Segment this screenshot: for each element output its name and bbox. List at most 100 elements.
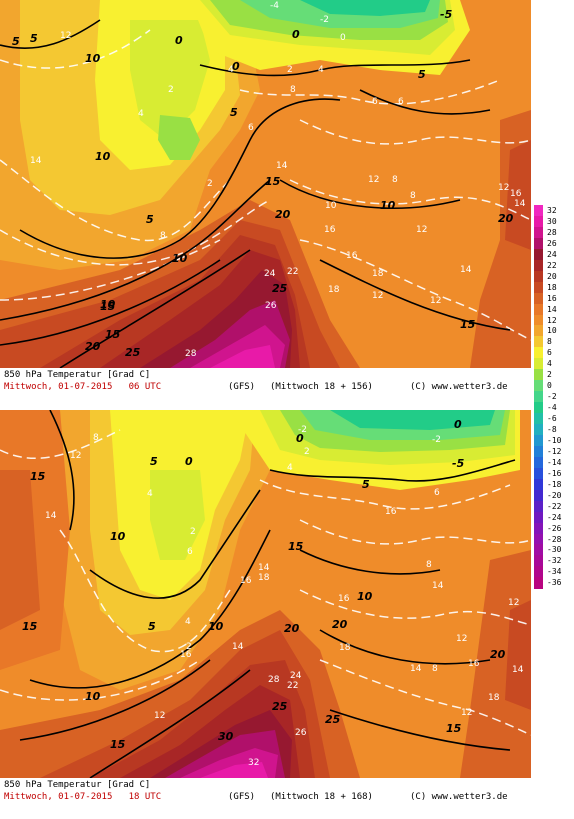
isotherm-label: 16 [180, 650, 192, 660]
legend-swatch [534, 205, 543, 217]
isotherm-label: 18 [328, 285, 340, 295]
legend-label: -32 [547, 556, 562, 566]
isotherm-label-bold: 5 [146, 213, 154, 226]
legend-label: 22 [547, 260, 557, 270]
caption-title: 850 hPa Temperatur [Grad C] [4, 780, 151, 790]
legend-label: -16 [547, 468, 562, 478]
isotherm-label: 4 [318, 65, 324, 75]
isotherm-label-bold: 20 [498, 212, 514, 225]
legend-label: 20 [547, 271, 557, 281]
isotherm-label: 14 [410, 664, 422, 674]
isotherm-label: 8 [432, 664, 438, 674]
isotherm-label: 14 [460, 265, 472, 275]
legend-label: 0 [547, 381, 552, 391]
isotherm-label-bold: 25 [125, 346, 141, 359]
isotherm-label: 2 [304, 447, 310, 457]
isotherm-label: 16 [468, 659, 480, 669]
isotherm-label: 26 [295, 728, 307, 738]
caption-time: Mittwoch, 01-07-2015 18 UTC [4, 792, 162, 802]
isotherm-label: 28 [185, 349, 197, 359]
legend-swatch [534, 347, 543, 359]
isotherm-label-bold: 25 [272, 282, 288, 295]
isotherm-label: 4 [287, 463, 293, 473]
isotherm-label: 12 [372, 291, 383, 301]
isotherm-label: 2 [190, 527, 196, 537]
isotherm-label: 12 [368, 175, 379, 185]
legend-label: 12 [547, 315, 557, 325]
isotherm-label-bold: 10 [357, 590, 373, 603]
legend-swatch [534, 566, 543, 578]
legend-swatch [534, 391, 543, 403]
legend-label: -34 [547, 567, 562, 577]
isotherm-label: 2 [186, 642, 192, 652]
isotherm-label-bold: 5 [150, 455, 158, 468]
isotherm-label-bold: 10 [100, 298, 116, 311]
isotherm-label-bold: 15 [100, 300, 116, 313]
legend-label: 10 [547, 326, 557, 336]
isotherm-label: 22 [287, 267, 298, 277]
caption-model: (GFS) [228, 382, 256, 392]
isotherm-label-bold: -5 [440, 8, 453, 21]
isotherm-label: 6 [434, 488, 440, 498]
legend-swatch [534, 445, 543, 458]
legend-swatch [534, 281, 543, 294]
isotherm-label: 14 [30, 156, 42, 166]
isotherm-label: 2 [168, 85, 174, 95]
legend-label: 32 [547, 206, 557, 215]
legend-swatch [534, 413, 543, 425]
isotherm-label-bold: 15 [105, 328, 121, 341]
isotherm-label-bold: 25 [325, 713, 341, 726]
isotherm-label: 14 [432, 581, 444, 591]
isotherm-label-bold: 10 [208, 620, 224, 633]
isotherm-label: 8 [392, 175, 398, 185]
isotherm-label: 8 [426, 560, 432, 570]
legend-swatch [534, 248, 543, 261]
isotherm-label: 18 [258, 573, 270, 583]
isotherm-label: 12 [461, 708, 472, 718]
isotherm-label-bold: 20 [85, 340, 101, 353]
isotherm-label-bold: 5 [30, 32, 38, 45]
legend-label: 14 [547, 304, 557, 314]
isotherm-label-bold: 10 [110, 530, 126, 543]
isotherm-label: 6 [398, 97, 404, 107]
isotherm-label: 10 [325, 201, 337, 211]
legend-swatch [534, 424, 543, 436]
isotherm-label-bold: 0 [175, 34, 183, 47]
isotherm-label-bold: 10 [85, 690, 101, 703]
caption-copyright: (C) www.wetter3.de [410, 792, 508, 802]
isotherm-label: 12 [416, 225, 427, 235]
caption-top: 850 hPa Temperatur [Grad C] Mittwoch, 01… [0, 368, 531, 394]
isotherm-label: 32 [248, 758, 259, 768]
isotherm-label-bold: 15 [30, 470, 46, 483]
isotherm-label-bold: 25 [272, 700, 288, 713]
legend-swatch [534, 303, 543, 315]
legend-label: 26 [547, 238, 557, 248]
legend-label: 4 [547, 359, 552, 369]
legend-swatch [534, 314, 543, 326]
isotherm-label: 16 [324, 225, 336, 235]
isotherm-label-bold: 5 [12, 35, 20, 48]
legend-swatch [534, 402, 543, 414]
isotherm-label: 4 [147, 489, 153, 499]
legend-swatch [534, 456, 543, 469]
legend-label: -26 [547, 523, 562, 533]
isotherm-label-bold: 0 [185, 455, 193, 468]
legend-swatch [534, 369, 543, 381]
isotherm-label-bold: 5 [362, 478, 370, 491]
legend-label: -2 [547, 392, 557, 402]
legend-label: -8 [547, 425, 557, 434]
isotherm-label: 6 [248, 123, 254, 133]
legend-label: -6 [547, 414, 557, 424]
isotherm-label-bold: 20 [284, 622, 300, 635]
isotherm-label: 2 [207, 179, 213, 189]
legend-swatch [534, 467, 543, 480]
isotherm-label: 18 [372, 269, 384, 279]
legend-label: -22 [547, 501, 562, 511]
isotherm-label: 16 [346, 251, 358, 261]
temperature-field-top [0, 0, 531, 368]
legend-label: 30 [547, 216, 557, 226]
isotherm-label: 8 [160, 231, 166, 241]
caption-time: Mittwoch, 01-07-2015 06 UTC [4, 382, 162, 392]
legend-swatch [534, 325, 543, 337]
